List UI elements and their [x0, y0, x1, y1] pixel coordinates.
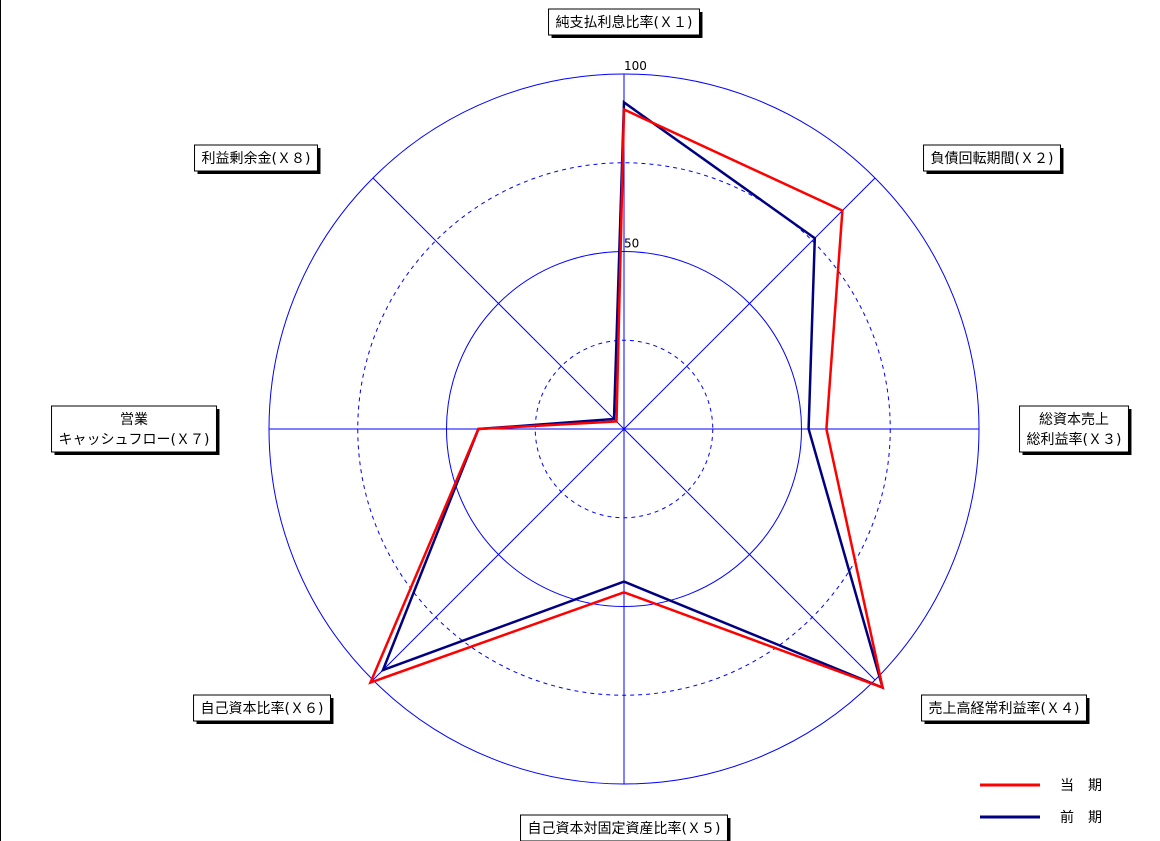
- tick-label: 50: [624, 237, 639, 251]
- axis-label-text: 利益剰余金(Ｘ８): [202, 150, 311, 167]
- axis-spoke: [372, 428, 625, 681]
- label-box: [921, 694, 1087, 722]
- axis-label-text: 純支払利息比率(Ｘ１): [556, 14, 693, 31]
- axis-label-x6: 自己資本比率(Ｘ６): [193, 694, 334, 724]
- axis-label-text: 総利益率(Ｘ３): [1027, 431, 1122, 448]
- radar-grid: [268, 73, 980, 785]
- axis-label-text: 総資本売上: [1039, 412, 1109, 428]
- axis-spoke: [372, 177, 625, 430]
- axis-label-x8: 利益剰余金(Ｘ８): [194, 144, 321, 174]
- label-box: [1019, 405, 1129, 453]
- window-left-border: [0, 0, 1, 841]
- chart-legend: 当 期前 期: [980, 778, 1102, 826]
- legend-label: 前 期: [1060, 809, 1102, 826]
- radar-series: [368, 100, 885, 690]
- axis-label-x1: 純支払利息比率(Ｘ１): [548, 8, 703, 38]
- axis-spoke: [623, 428, 876, 681]
- axis-label-text: 売上高経常利益率(Ｘ４): [929, 700, 1080, 717]
- axis-label-x4: 売上高経常利益率(Ｘ４): [921, 694, 1090, 724]
- axis-label-text: 営業: [120, 412, 148, 428]
- tick-label: 100: [624, 59, 647, 73]
- axis-label-text: 自己資本対固定資産比率(Ｘ５): [528, 820, 721, 837]
- label-box: [923, 144, 1061, 172]
- label-box: [194, 144, 318, 172]
- label-box: [51, 405, 217, 453]
- label-box: [548, 8, 700, 36]
- axis-label-text: 負債回転期間(Ｘ２): [931, 151, 1054, 167]
- legend-label: 当 期: [1060, 778, 1102, 794]
- series-line: [368, 107, 885, 690]
- axis-spoke: [623, 177, 876, 430]
- axis-label-text: 自己資本比率(Ｘ６): [201, 700, 324, 717]
- series-line: [380, 100, 885, 690]
- radar-tick-labels: 50 100: [624, 59, 647, 251]
- axis-label-x2: 負債回転期間(Ｘ２): [923, 144, 1064, 174]
- label-box: [520, 814, 728, 841]
- label-box: [193, 694, 331, 722]
- axis-label-text: キャッシュフロー(Ｘ７): [59, 432, 210, 448]
- axis-label-x5: 自己資本対固定資産比率(Ｘ５): [520, 814, 731, 841]
